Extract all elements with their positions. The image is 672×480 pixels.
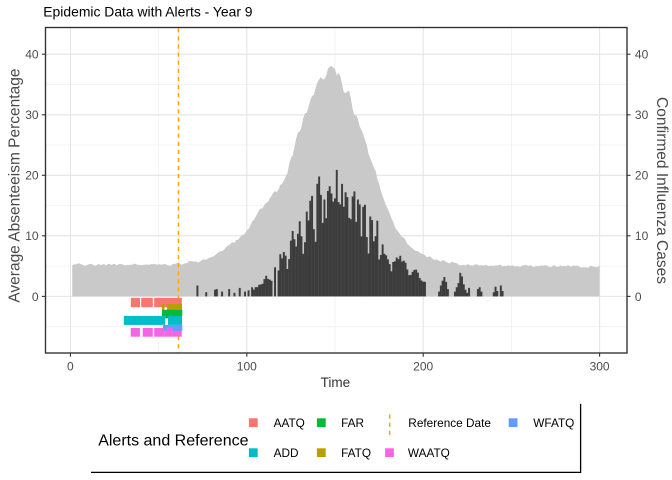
svg-text:10: 10 xyxy=(635,229,649,243)
svg-text:20: 20 xyxy=(635,169,649,183)
svg-text:30: 30 xyxy=(25,108,39,122)
svg-text:0: 0 xyxy=(635,290,642,304)
svg-text:Confirmed Influenza Cases: Confirmed Influenza Cases xyxy=(653,97,670,284)
svg-text:100: 100 xyxy=(237,360,257,374)
svg-text:40: 40 xyxy=(635,48,649,62)
svg-text:300: 300 xyxy=(590,360,610,374)
svg-text:ADD: ADD xyxy=(274,446,299,460)
svg-text:FAR: FAR xyxy=(341,416,364,430)
svg-text:Average Absenteeism Percentage: Average Absenteeism Percentage xyxy=(7,69,24,303)
svg-text:0: 0 xyxy=(32,290,39,304)
svg-text:20: 20 xyxy=(25,169,39,183)
svg-text:Time: Time xyxy=(321,375,351,390)
svg-text:Alerts and Reference: Alerts and Reference xyxy=(98,433,248,450)
svg-text:Reference Date: Reference Date xyxy=(408,416,491,430)
svg-text:10: 10 xyxy=(25,229,39,243)
svg-text:WAATQ: WAATQ xyxy=(408,446,450,460)
svg-text:AATQ: AATQ xyxy=(274,416,305,430)
svg-text:200: 200 xyxy=(413,360,433,374)
svg-text:FATQ: FATQ xyxy=(341,446,371,460)
svg-text:40: 40 xyxy=(25,48,39,62)
svg-text:0: 0 xyxy=(67,360,74,374)
svg-text:WFATQ: WFATQ xyxy=(533,416,574,430)
svg-text:Epidemic Data with Alerts - Ye: Epidemic Data with Alerts - Year 9 xyxy=(43,4,253,20)
svg-text:30: 30 xyxy=(635,108,649,122)
